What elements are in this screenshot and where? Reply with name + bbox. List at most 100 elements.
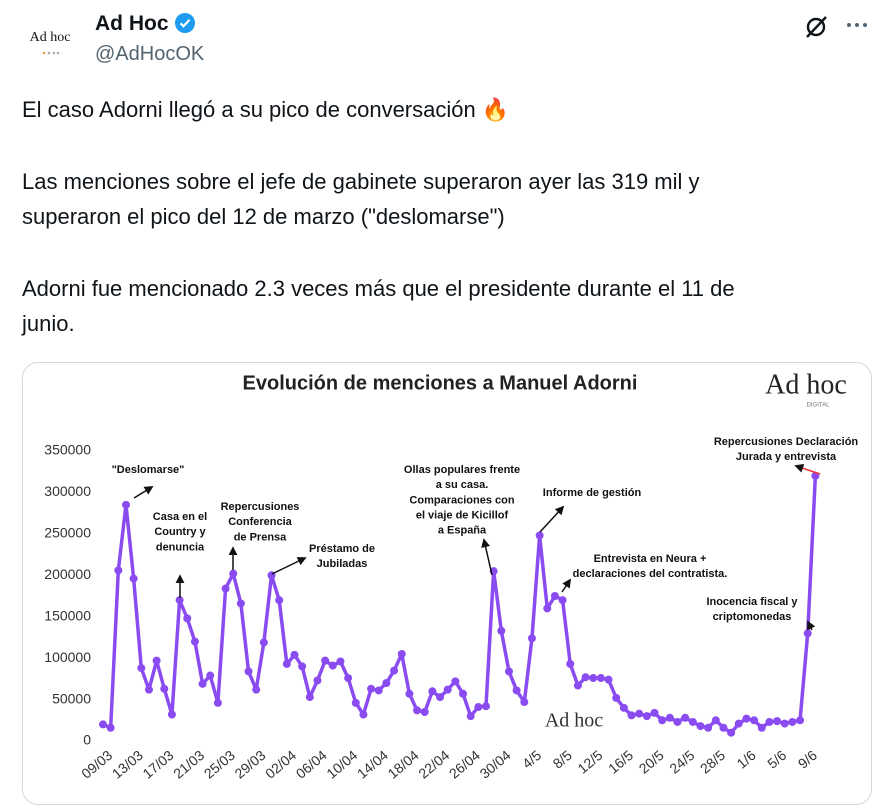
text-line: El caso Adorni llegó a su pico de conver… [22, 97, 510, 122]
chart-image[interactable]: Evolución de menciones a Manuel Adorni Ad… [22, 362, 872, 805]
x-tick-label: 24/5 [666, 747, 697, 777]
y-tick-label: 250000 [44, 525, 91, 541]
data-point [765, 717, 774, 726]
data-point [236, 599, 245, 608]
data-point [198, 679, 207, 688]
data-point [673, 717, 682, 726]
y-tick-label: 200000 [44, 566, 91, 582]
data-point [129, 574, 138, 583]
logo-sub: DIGITAL [807, 403, 831, 409]
x-tick-label: 13/03 [109, 747, 146, 782]
data-point [221, 584, 230, 593]
annotation: de Prensa [234, 531, 287, 543]
data-point [244, 667, 253, 676]
data-point [114, 566, 123, 575]
data-point [681, 713, 690, 722]
annotation: denuncia [156, 541, 205, 553]
paragraph: El caso Adorni llegó a su pico de conver… [22, 92, 735, 127]
data-point [734, 719, 743, 728]
x-tick-label: 1/6 [734, 747, 759, 772]
data-point [604, 675, 613, 684]
data-point [305, 693, 314, 702]
data-point [137, 664, 146, 673]
data-point [106, 723, 115, 732]
avatar-text: Ad hoc [29, 30, 71, 45]
data-point [581, 673, 590, 682]
data-point [504, 667, 513, 676]
annotation: "Deslomarse" [112, 464, 185, 476]
data-point [390, 666, 399, 675]
data-point [780, 719, 789, 728]
data-point [121, 500, 130, 509]
data-point [550, 592, 559, 600]
data-point [773, 717, 782, 726]
annotation: Entrevista en Neura + [594, 553, 707, 565]
author-handle[interactable]: @AdHocOK [95, 43, 205, 65]
data-point [344, 674, 353, 683]
data-point [183, 614, 192, 623]
annotation: a su casa. [436, 479, 489, 491]
x-tick-label: 22/04 [415, 747, 452, 782]
data-point [596, 674, 605, 683]
annotation: Casa en el [153, 511, 207, 523]
annotation-arrow [133, 486, 154, 499]
data-point [803, 629, 812, 638]
data-point [436, 693, 445, 702]
author-name[interactable]: Ad Hoc [95, 12, 196, 36]
annotation-arrow [807, 620, 816, 631]
text-line: Las menciones sobre el jefe de gabinete … [22, 169, 700, 194]
annotation: Inocencia fiscal y [706, 596, 798, 608]
annotation-arrow [561, 578, 571, 593]
annotation: criptomonedas [713, 611, 792, 623]
data-point [206, 671, 215, 680]
data-point [259, 638, 268, 647]
data-point [474, 703, 483, 712]
data-point [573, 681, 582, 690]
avatar-dots [42, 51, 60, 55]
annotation: Ollas populares frente [404, 464, 520, 476]
data-point [428, 687, 437, 696]
data-point [144, 685, 153, 694]
y-tick-label: 50000 [52, 690, 91, 706]
data-point [658, 716, 667, 725]
data-point [482, 702, 490, 711]
data-point [160, 684, 169, 693]
x-tick-label: 20/5 [636, 747, 667, 777]
data-point [175, 596, 184, 605]
x-tick-label: 25/03 [201, 747, 238, 782]
x-tick-label: 8/5 [550, 747, 575, 772]
data-point [397, 650, 406, 658]
data-point [351, 698, 360, 707]
data-point [99, 720, 107, 729]
data-point [635, 709, 644, 718]
data-point [290, 650, 299, 659]
data-point [382, 679, 391, 687]
data-point [298, 662, 307, 671]
y-tick-label: 100000 [44, 649, 91, 665]
x-tick-label: 17/03 [139, 747, 176, 782]
data-point [688, 717, 697, 726]
data-point [466, 712, 475, 721]
more-icon[interactable] [846, 20, 870, 30]
data-point [566, 659, 575, 668]
avatar[interactable]: Ad hoc [22, 18, 78, 74]
grok-icon[interactable] [803, 14, 829, 40]
paragraph: Adorni fue mencionado 2.3 veces más que … [22, 271, 735, 341]
data-point [313, 676, 322, 685]
data-point [167, 710, 176, 719]
data-point [650, 708, 659, 717]
data-point [443, 685, 452, 694]
data-point [321, 656, 330, 665]
annotation: declaraciones del contratista. [573, 568, 728, 580]
data-point [275, 596, 284, 605]
data-point [459, 689, 468, 698]
data-point [612, 693, 621, 702]
x-tick-label: 16/5 [605, 747, 636, 777]
data-point [535, 531, 544, 540]
data-point [512, 686, 521, 695]
text-line: junio. [22, 311, 75, 336]
data-point [451, 677, 460, 686]
data-point [497, 626, 506, 635]
data-point [757, 723, 766, 732]
